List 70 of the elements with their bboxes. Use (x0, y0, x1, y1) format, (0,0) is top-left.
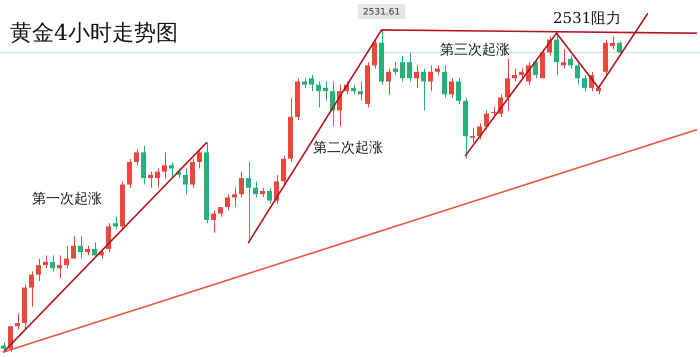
candlestick (504, 58, 510, 111)
candlestick (8, 326, 14, 353)
candlestick (246, 161, 252, 244)
candlestick (148, 171, 154, 188)
candlestick (42, 254, 48, 269)
candlestick (92, 242, 98, 256)
candlestick (154, 168, 160, 188)
candlestick (210, 210, 216, 234)
candlestick (616, 40, 622, 56)
candlestick (358, 80, 364, 102)
candlestick (428, 64, 434, 92)
candlestick (238, 171, 244, 198)
text: 2531.61 (362, 7, 400, 18)
candlestick (442, 64, 448, 98)
candlestick (350, 84, 356, 95)
candlestick (260, 187, 266, 198)
candlestick (554, 32, 560, 76)
candlestick (470, 127, 476, 144)
candlestick (252, 180, 258, 198)
candlestick (392, 62, 398, 76)
candlestick (266, 187, 272, 204)
candlestick (400, 55, 406, 82)
candlestick (14, 312, 20, 330)
candlestick (512, 68, 518, 82)
candlestick (302, 78, 308, 88)
candlestick (84, 245, 90, 256)
candlestick (568, 55, 574, 70)
candlestick (56, 254, 62, 278)
candlestick (316, 80, 322, 108)
candlestick (280, 155, 286, 186)
candlestick (372, 39, 378, 70)
candlestick (78, 236, 84, 260)
candlestick (126, 158, 132, 188)
candlestick (582, 74, 588, 92)
candlestick (308, 74, 314, 92)
candlestick (28, 270, 34, 308)
candlestick (420, 68, 426, 111)
candlestick (224, 194, 230, 211)
candlestick (232, 187, 238, 208)
annotation: 第一次起涨 (32, 191, 102, 207)
candlestick (456, 78, 462, 105)
candlestick (218, 206, 224, 218)
candlestick (64, 245, 70, 269)
candlestick (168, 161, 174, 179)
candlestick (196, 148, 202, 169)
candlestick (386, 68, 392, 95)
candlestick (574, 62, 580, 86)
candlestick (448, 78, 454, 98)
text: 2531阻力 (553, 9, 622, 27)
annotation: 第二次起涨 (313, 140, 383, 156)
candlestick (112, 216, 118, 230)
candlestick (414, 64, 420, 88)
candlestick (70, 236, 76, 260)
annotation: 第三次起涨 (440, 42, 510, 58)
candlestick (50, 254, 56, 272)
candlestick (134, 148, 140, 166)
candlestick (106, 222, 112, 253)
candlestick (434, 64, 440, 76)
candlestick (560, 48, 566, 70)
candlestick (484, 110, 490, 130)
candlestick (532, 58, 538, 79)
candlestick (190, 158, 196, 188)
candlestick (610, 36, 616, 50)
candlestick (406, 52, 412, 82)
candlestick (182, 168, 188, 195)
candlestick (322, 80, 328, 102)
candlestick (518, 68, 524, 79)
candlestick (162, 152, 168, 179)
candlestick (36, 258, 42, 282)
chart-title: 黄金4小时走势图 (10, 21, 178, 46)
